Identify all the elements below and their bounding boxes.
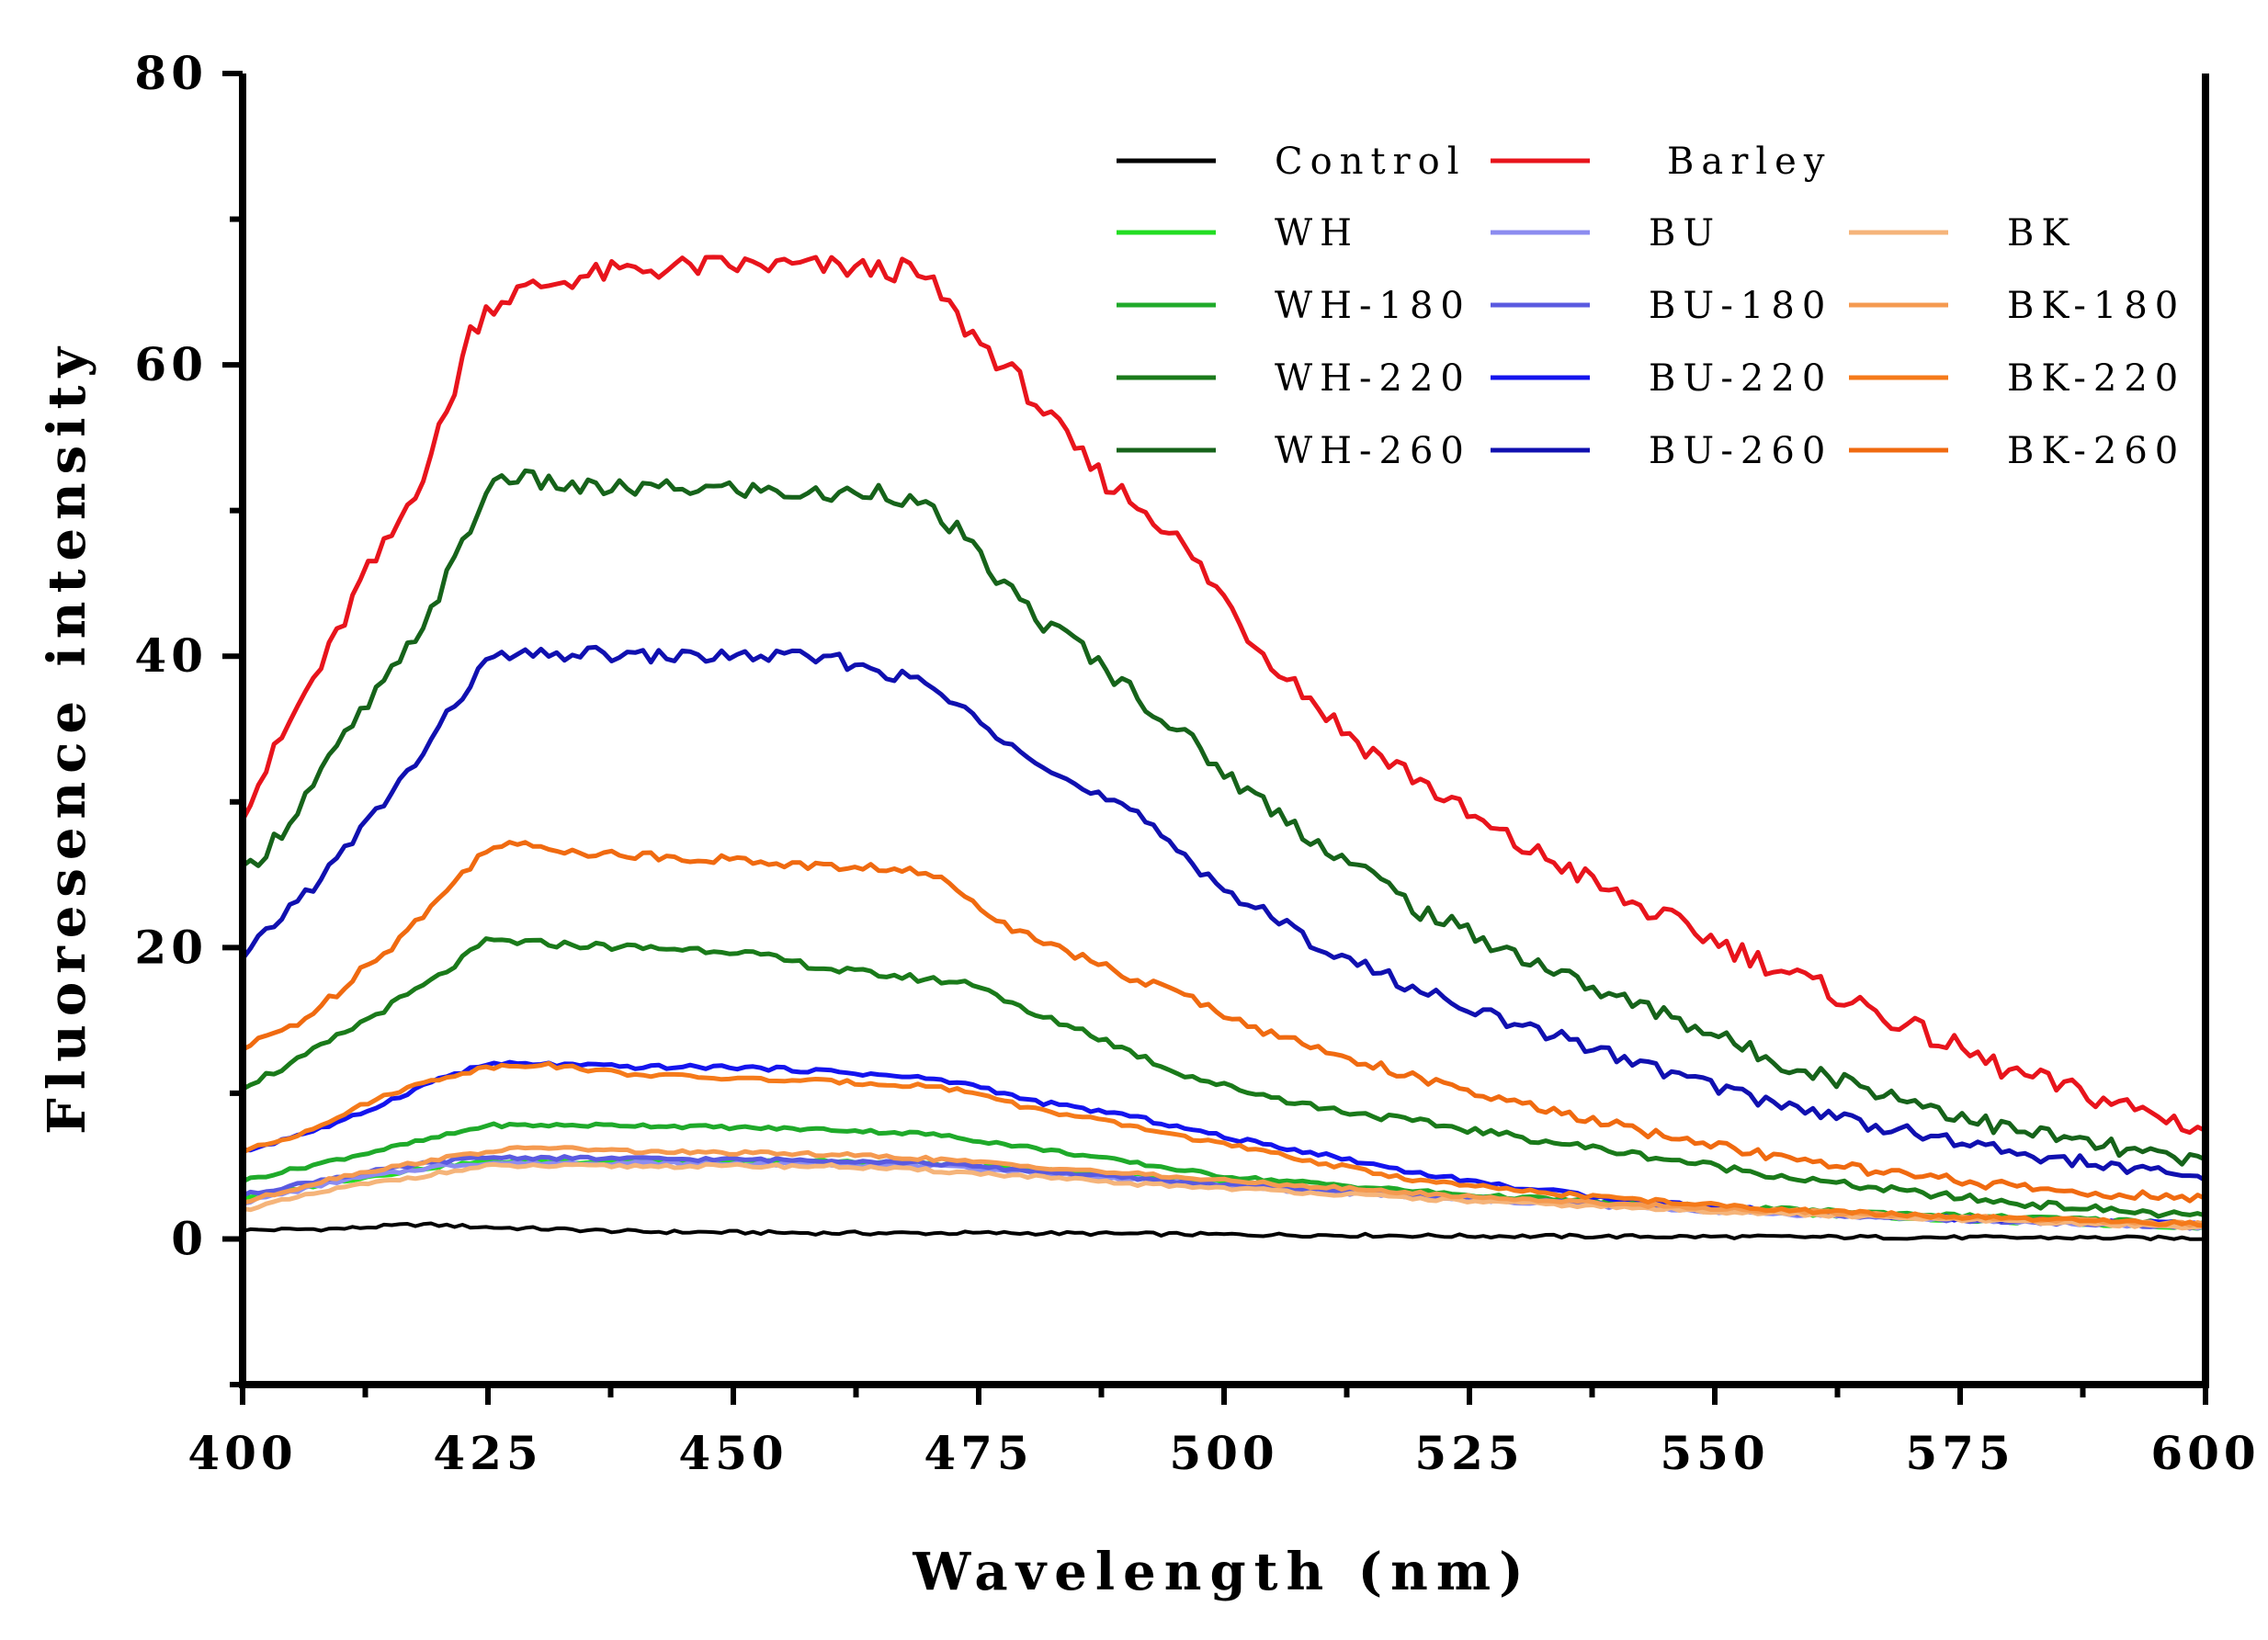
series-line-bk-220 [241, 1060, 2206, 1228]
x-tick-label: 550 [1660, 1426, 1769, 1480]
y-tick-label: 80 [134, 46, 208, 100]
series-line-wh-220 [241, 936, 2206, 1219]
legend-item-barley: Barley [1491, 141, 1831, 183]
x-tick-label: 525 [1414, 1426, 1524, 1480]
legend-label: WH-260 [1275, 430, 1471, 472]
legend-label: Control [1275, 141, 1467, 183]
legend: Control Barley WH WH-180 WH-220 WH-260 BU BU-18… [1117, 141, 2185, 472]
legend-label: Barley [1667, 141, 1831, 183]
legend-label: WH [1275, 212, 1359, 254]
series-line-barley [240, 254, 2207, 1136]
legend-label: BK-180 [2007, 285, 2185, 327]
legend-label: BU-180 [1649, 285, 1832, 327]
legend-label: BK [2007, 212, 2076, 254]
legend-item-bu-220: BU-220 [1491, 357, 1832, 400]
legend-item-wh-180: WH-180 [1117, 285, 1471, 327]
series-line-bu-260 [241, 644, 2207, 1182]
legend-label: WH-180 [1275, 285, 1471, 327]
x-tick-label: 575 [1905, 1426, 2014, 1480]
x-tick-label: 450 [678, 1426, 788, 1480]
legend-label: BU-260 [1649, 430, 1832, 472]
x-tick-label: 475 [924, 1426, 1033, 1480]
legend-label: BK-220 [2007, 357, 2185, 400]
legend-item-control: Control [1117, 141, 1467, 183]
y-tick-label: 60 [134, 337, 208, 391]
legend-item-wh: WH [1117, 212, 1359, 254]
x-tick-label: 400 [187, 1426, 297, 1480]
legend-item-bk-260: BK-260 [1849, 430, 2185, 472]
series-line-wh-260 [241, 468, 2207, 1167]
legend-label: WH-220 [1275, 357, 1471, 400]
x-tick-label: 500 [1169, 1426, 1278, 1480]
legend-item-wh-260: WH-260 [1117, 430, 1471, 472]
axes-layer: 400 425 450 475 500 525 550 575 600 0 20 40 60 80 [134, 46, 2260, 1480]
x-tick-label: 425 [433, 1426, 542, 1480]
legend-item-bu-260: BU-260 [1491, 430, 1832, 472]
legend-label: BK-260 [2007, 430, 2185, 472]
series-line-control [242, 1221, 2206, 1242]
x-tick-label: 600 [2150, 1426, 2260, 1480]
y-tick-label: 0 [171, 1211, 208, 1265]
series-layer [240, 254, 2207, 1242]
y-tick-label: 40 [134, 628, 208, 683]
legend-item-bu-180: BU-180 [1491, 285, 1832, 327]
legend-item-bk-180: BK-180 [1849, 285, 2185, 327]
legend-item-bk-220: BK-220 [1849, 357, 2185, 400]
y-axis-title: Fluoresence intensity [37, 339, 97, 1135]
legend-label: BU [1649, 212, 1721, 254]
legend-item-bu: BU [1491, 212, 1721, 254]
x-axis-title: Wavelength (nm) [912, 1542, 1531, 1602]
legend-item-wh-220: WH-220 [1117, 357, 1471, 400]
series-line-bk-260 [241, 840, 2207, 1204]
y-tick-label: 20 [134, 920, 208, 974]
legend-item-bk: BK [1849, 212, 2076, 254]
legend-label: BU-220 [1649, 357, 1832, 400]
